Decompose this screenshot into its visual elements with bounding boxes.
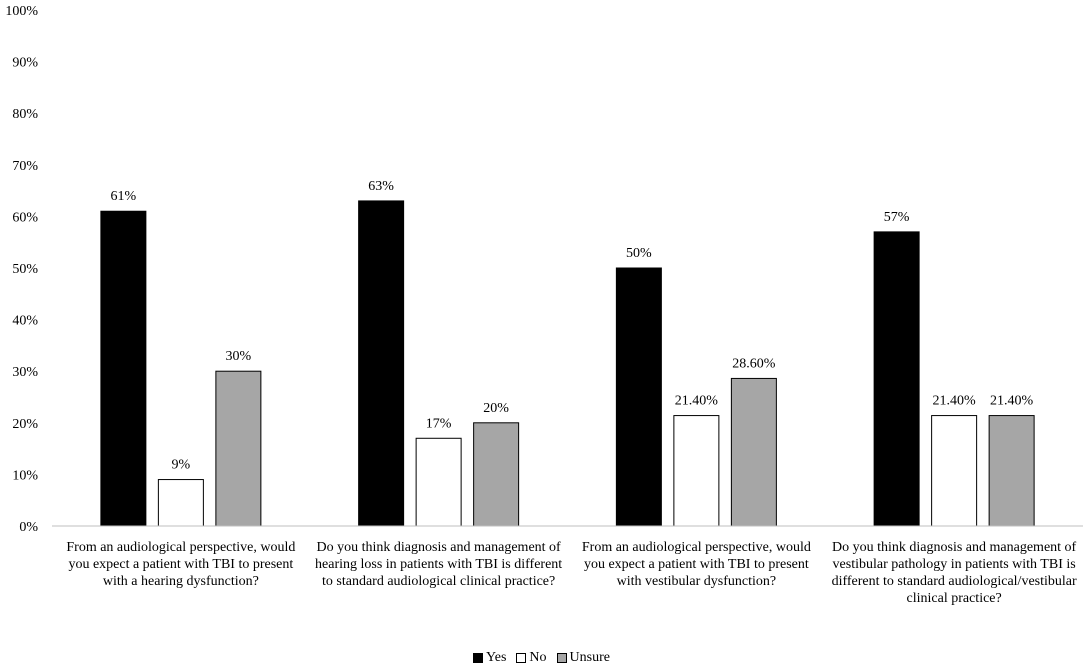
category-label-4: Do you think diagnosis and management of… [831, 540, 1077, 606]
data-label-no-3: 21.40% [675, 394, 719, 409]
bar-yes-4 [873, 231, 920, 527]
y-tick-label: 60% [12, 210, 38, 225]
bars [100, 200, 1035, 527]
y-tick-label: 0% [19, 520, 38, 535]
y-tick-label: 20% [12, 417, 38, 432]
legend-swatch-yes [473, 653, 484, 663]
y-tick-label: 50% [12, 262, 38, 277]
data-label-yes-1: 61% [111, 189, 137, 204]
y-tick-label: 10% [12, 468, 38, 483]
data-label-unsure-2: 20% [483, 401, 509, 416]
bar-yes-2 [358, 200, 405, 527]
y-axis: 0% 10% 20% 30% 40% 50% 60% 70% 80% 90% 100% [5, 4, 38, 535]
bar-no-3 [673, 415, 720, 527]
legend-item-yes: Yes [473, 650, 506, 666]
data-labels: 61% 9% 30% 63% 17% 20% 50% 21.40% 28.60% 57% 21.40… [111, 179, 1034, 473]
data-label-yes-2: 63% [368, 179, 394, 194]
y-tick-label: 70% [12, 159, 38, 174]
y-tick-label: 90% [12, 56, 38, 71]
legend-label-no: No [529, 650, 547, 665]
legend-swatch-unsure [556, 653, 567, 663]
bar-unsure-3 [730, 377, 777, 527]
y-tick-label: 100% [5, 4, 38, 19]
category-label-3: From an audiological perspective, would … [581, 540, 811, 589]
bar-no-2 [415, 437, 462, 527]
legend-item-no: No [516, 650, 547, 666]
bar-no-4 [931, 415, 978, 527]
legend-label-yes: Yes [486, 650, 507, 665]
legend-swatch-no [516, 653, 527, 663]
bar-no-1 [157, 479, 204, 527]
data-label-yes-4: 57% [884, 210, 910, 225]
bar-chart: 0% 10% 20% 30% 40% 50% 60% 70% 80% 90% 100% 61% 9% 3… [5, 4, 1083, 535]
data-label-unsure-1: 30% [226, 349, 252, 364]
bar-unsure-1 [215, 370, 262, 527]
data-label-no-1: 9% [172, 458, 191, 473]
data-label-unsure-3: 28.60% [732, 356, 776, 371]
bar-yes-3 [615, 267, 662, 527]
legend-label-unsure: Unsure [569, 650, 610, 665]
data-label-no-2: 17% [426, 416, 452, 431]
bar-unsure-4 [988, 415, 1035, 527]
legend-item-unsure: Unsure [556, 650, 610, 666]
bar-unsure-2 [473, 422, 520, 527]
y-tick-label: 30% [12, 365, 38, 380]
category-label-2: Do you think diagnosis and management of… [315, 540, 563, 589]
data-label-yes-3: 50% [626, 246, 652, 261]
legend: Yes No Unsure [0, 650, 1083, 666]
data-label-unsure-4: 21.40% [990, 394, 1034, 409]
bar-yes-1 [100, 210, 147, 527]
data-label-no-4: 21.40% [933, 394, 977, 409]
category-label-1: From an audiological perspective, would … [66, 540, 296, 589]
y-tick-label: 40% [12, 314, 38, 329]
y-tick-label: 80% [12, 107, 38, 122]
